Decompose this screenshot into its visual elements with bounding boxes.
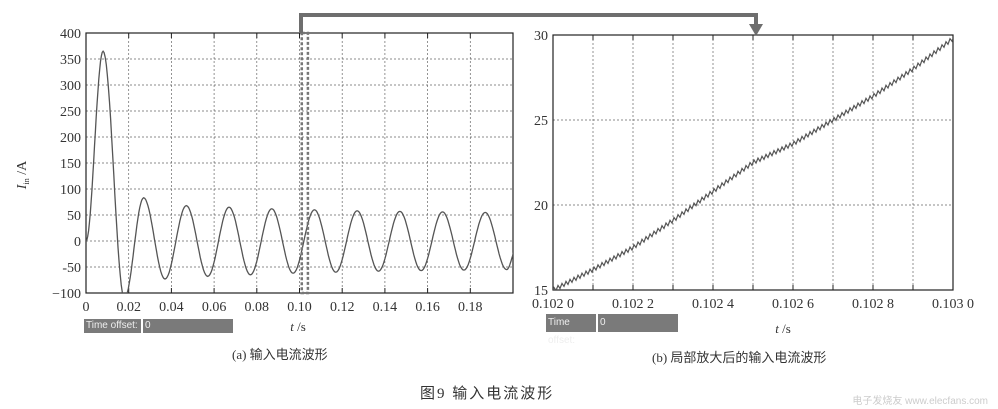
y-tick-label: 300 — [60, 79, 81, 94]
y-tick-label: 400 — [60, 27, 81, 42]
y-tick-label: 0 — [74, 235, 81, 250]
y-tick-label: 200 — [60, 131, 81, 146]
caption-a: (a) 输入电流波形 — [232, 347, 328, 362]
y-tick-label: -50 — [62, 261, 81, 276]
time-offset-label-b: Time offset: — [546, 314, 596, 346]
x-tick-label: 0.14 — [373, 300, 398, 315]
series-line-input-current — [86, 50, 513, 293]
caption-b: (b) 局部放大后的输入电流波形 — [652, 350, 827, 365]
arrow-head-icon — [749, 24, 763, 36]
y-tick-label: 30 — [534, 29, 548, 44]
y-tick-label: 20 — [534, 199, 548, 214]
x-tick-label: 0.102 4 — [692, 297, 734, 312]
x-tick-label: 0.12 — [330, 300, 355, 315]
x-tick-label: 0.08 — [245, 300, 270, 315]
chart-a-xlabel: t /s — [290, 319, 306, 334]
y-tick-label: 50 — [67, 209, 81, 224]
x-tick-label: 0.102 6 — [772, 297, 814, 312]
x-tick-label: 0.10 — [287, 300, 312, 315]
x-tick-label: 0.02 — [116, 300, 141, 315]
y-tick-label: 250 — [60, 105, 81, 120]
x-tick-label: 0.102 2 — [612, 297, 654, 312]
time-offset-field-a[interactable]: 0 — [143, 319, 233, 333]
x-tick-label: 0.04 — [159, 300, 184, 315]
x-tick-label: 0.06 — [202, 300, 227, 315]
y-tick-label: 150 — [60, 157, 81, 172]
arrow-line — [299, 13, 758, 33]
chart-b: 30 25 20 150.102 0 0.102 2 0.102 4 0.102 6 0.10… — [532, 29, 974, 312]
y-tick-label: 350 — [60, 53, 81, 68]
watermark: 电子发烧友 www.elecfans.com — [852, 396, 988, 407]
y-tick-label: 15 — [534, 284, 548, 299]
figure-caption: 图9 输入电流波形 — [420, 386, 555, 402]
y-tick-label: 25 — [534, 114, 548, 129]
zoom-arrow — [299, 13, 763, 36]
x-tick-label: 0.16 — [415, 300, 440, 315]
plot-frame — [552, 34, 954, 291]
zoom-window-marker — [300, 31, 310, 295]
x-tick-label: 0.103 0 — [932, 297, 974, 312]
chart-a-ylabel: Iin /A — [15, 160, 31, 190]
y-tick-label: 100 — [60, 183, 81, 198]
chart-b-xlabel: t /s — [775, 321, 791, 336]
x-tick-label: 0.18 — [458, 300, 483, 315]
time-offset-field-b[interactable]: 0 — [598, 314, 678, 332]
series-line-zoomed-current — [553, 37, 953, 290]
y-tick-label: −100 — [52, 287, 81, 302]
x-tick-label: 0.102 8 — [852, 297, 894, 312]
x-tick-label: 0 — [83, 300, 90, 315]
x-tick-label: 0.102 0 — [532, 297, 574, 312]
time-offset-label-a: Time offset: — [84, 319, 141, 333]
